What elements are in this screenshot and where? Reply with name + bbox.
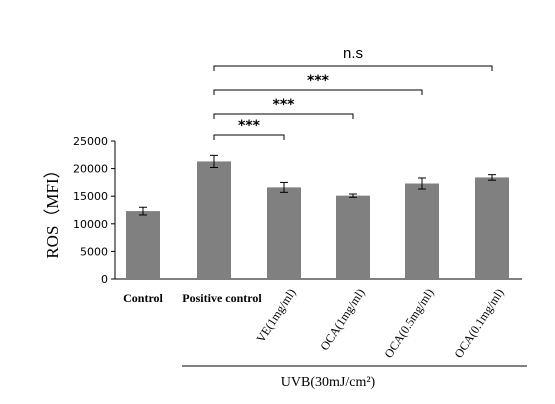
group-label: UVB(30mJ/cm²)	[281, 375, 376, 390]
axes: 0 5000 10000 15000 20000 25000	[73, 135, 522, 286]
category-label: Control	[123, 291, 163, 305]
y-tick-label: 10000	[73, 218, 108, 231]
significance-brackets: *** *** *** n.s	[213, 45, 493, 140]
bar	[475, 177, 509, 279]
error-bar	[349, 193, 357, 198]
category-label: OCA(1mg/ml)	[317, 286, 367, 353]
significance-label: ***	[307, 73, 330, 89]
significance-bracket: ***	[213, 118, 285, 140]
y-axis-label: ROS（MFI）	[43, 161, 62, 258]
significance-bracket: ***	[213, 97, 354, 119]
y-tick-label: 20000	[73, 163, 108, 176]
category-label: OCA(0.5mg/ml)	[381, 286, 436, 360]
error-bar	[418, 177, 426, 190]
bar	[405, 183, 439, 279]
significance-bracket: ***	[213, 73, 423, 95]
y-tick-label: 0	[101, 273, 108, 286]
significance-label: n.s	[343, 45, 363, 62]
bar	[126, 211, 160, 279]
error-bar	[488, 174, 496, 181]
bar	[197, 161, 231, 279]
error-bar	[210, 154, 218, 168]
y-tick-label: 25000	[73, 135, 108, 148]
category-label: OCA(0.1mg/ml)	[451, 286, 506, 360]
category-label: Positive control	[182, 291, 262, 305]
significance-label: ***	[238, 118, 261, 134]
error-bar	[280, 181, 288, 193]
significance-label: ***	[273, 97, 296, 113]
significance-bracket: n.s	[213, 45, 493, 71]
y-tick-label: 15000	[73, 190, 108, 203]
error-bar	[139, 206, 147, 216]
bar	[267, 187, 301, 279]
bar	[336, 195, 370, 279]
bars	[126, 161, 509, 279]
error-bars	[139, 154, 496, 216]
y-tick-label: 5000	[80, 245, 108, 258]
